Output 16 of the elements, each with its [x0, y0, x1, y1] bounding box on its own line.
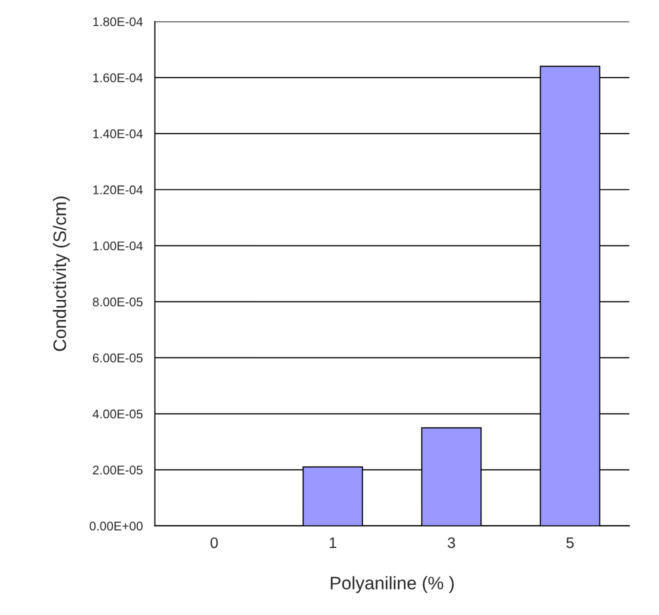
- y-tick-label: 8.00E-05: [92, 297, 143, 306]
- y-tick-label: 1.00E-04: [93, 241, 143, 250]
- y-tick-label: 6.00E-05: [92, 354, 143, 362]
- y-tick-label: 0.00E+00: [90, 522, 143, 530]
- x-tick-label: 1: [330, 537, 336, 548]
- y-tick-label: 1.80E-04: [93, 17, 143, 26]
- y-axis-title: Conductivity (S/cm): [52, 196, 70, 352]
- y-tick-label: 1.60E-04: [93, 73, 143, 82]
- y-tick-label: 1.20E-04: [93, 185, 143, 194]
- x-tick-label: 0: [210, 537, 218, 548]
- x-axis-title: Polyaniline (% ): [330, 576, 454, 594]
- y-tick-label: 2.00E-05: [92, 466, 143, 474]
- x-tick-label: 5: [566, 537, 574, 548]
- y-tick-label: 1.40E-04: [93, 129, 143, 138]
- y-tick-label: 4.00E-05: [92, 410, 143, 418]
- x-tick-label: 3: [448, 537, 455, 548]
